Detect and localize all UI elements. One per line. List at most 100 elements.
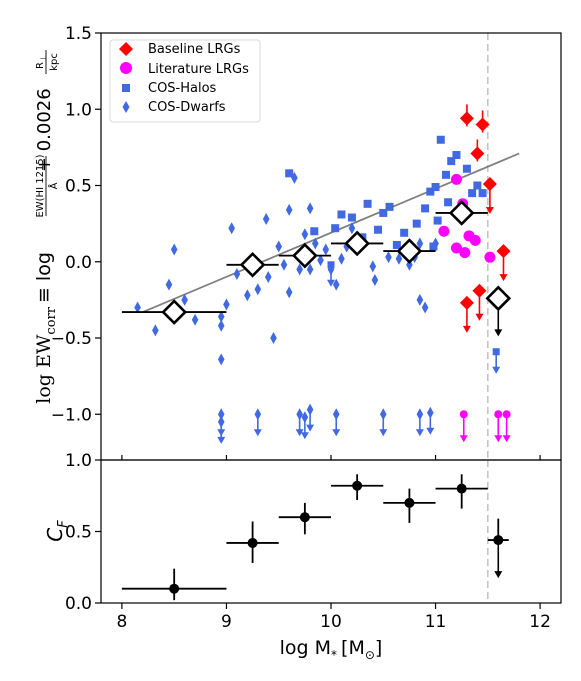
cos-halos-point <box>442 170 450 179</box>
cos-dwarfs-limit-arrow <box>253 414 262 437</box>
cos-dwarfs-point <box>191 313 199 326</box>
ylabel-frac-den: Å <box>47 182 60 189</box>
baseline-lrg-limit-marker <box>472 283 487 298</box>
cos-halos-point <box>478 189 487 198</box>
ylabel-ratio-num: R⊥ <box>35 55 48 69</box>
cos-halos-point <box>347 213 356 222</box>
cos-dwarfs-limit-arrow <box>379 414 388 437</box>
literature-lrg-point <box>450 173 462 185</box>
legend-label-baseline: Baseline LRGs <box>148 42 241 57</box>
baseline-lrg-limit-arrow-head <box>462 325 471 333</box>
cos-halos-point <box>429 242 438 251</box>
cf-point <box>299 512 310 523</box>
cos-dwarfs-point <box>369 260 377 273</box>
legend-marker-cos-dwarfs <box>122 101 130 113</box>
cos-dwarfs-limit-arrow <box>217 421 226 444</box>
cos-halos-point <box>400 228 409 237</box>
cos-halos-point <box>392 240 401 249</box>
cos-halos-limit-arrow <box>327 264 335 287</box>
legend-marker-literature <box>120 62 132 74</box>
cos-halos-point <box>337 210 346 219</box>
bottom-xtick-label: 9 <box>221 612 232 632</box>
cos-dwarfs-point <box>280 258 288 271</box>
baseline-lrg-point <box>459 111 474 126</box>
cf-point <box>352 480 363 491</box>
cos-dwarfs-point <box>312 237 319 250</box>
cf-limit-arrow-head <box>494 571 503 579</box>
top-ytick-label: 1.5 <box>65 24 92 44</box>
ylabel-ratio-den: kpc <box>49 53 60 71</box>
cos-halos-point <box>331 224 340 233</box>
cos-halos-point <box>431 183 440 192</box>
top-ytick-label: 1.0 <box>65 100 92 120</box>
baseline-lrg-limit-arrow-head <box>475 313 484 321</box>
cos-dwarfs-point <box>416 293 424 306</box>
cos-dwarfs-point <box>421 301 429 314</box>
bin-marker <box>396 238 423 264</box>
cos-dwarfs-point <box>285 286 293 299</box>
literature-lrg-limit-arrow <box>494 414 503 443</box>
cos-halos-point <box>444 198 453 207</box>
cf-point <box>169 583 180 594</box>
cos-halos-point <box>363 199 372 208</box>
bin-marker <box>239 251 266 278</box>
cos-dwarfs-point <box>264 271 272 283</box>
cos-dwarfs-point <box>275 240 283 253</box>
literature-lrg-limit-arrow-head <box>494 435 503 443</box>
cos-dwarfs-point <box>322 243 330 256</box>
baseline-lrg-limit-marker <box>496 244 511 259</box>
cos-dwarfs-point <box>262 213 270 226</box>
cf-limit-point <box>493 535 504 546</box>
literature-lrg-point <box>438 225 450 237</box>
cos-dwarfs-point <box>306 263 314 276</box>
bottom-xtick-label: 8 <box>116 612 127 632</box>
bin-marker <box>161 299 188 325</box>
bottom-ticks: 0.0 0.5 1.0 8 9 10 11 12 <box>65 451 551 632</box>
cos-dwarfs-point <box>217 319 225 332</box>
cos-dwarfs-point <box>134 301 141 314</box>
legend-label-cos-dwarfs: COS-Dwarfs <box>148 100 226 115</box>
cos-dwarfs-limit-arrow <box>332 414 341 437</box>
cos-dwarfs-point <box>371 274 379 287</box>
legend-box <box>109 39 261 123</box>
bin-limit-arrow-head <box>494 329 503 337</box>
cos-halos-point <box>452 151 461 159</box>
cf-limit-arrow <box>494 540 503 579</box>
legend-label-cos-halos: COS-Halos <box>148 81 217 96</box>
cos-dwarfs-limit-arrow-head <box>415 429 424 437</box>
cos-halos-point <box>468 189 477 198</box>
cos-dwarfs-limit-arrow-head <box>379 429 388 437</box>
literature-lrg-limit-arrow <box>502 414 511 443</box>
cos-halos-limit-arrow-head <box>327 279 335 287</box>
cos-halos-point <box>447 157 456 166</box>
cos-dwarfs-limit-arrow <box>306 409 315 432</box>
cos-dwarfs-point <box>296 263 303 276</box>
cos-dwarfs-point <box>416 237 424 250</box>
bottom-panel: 0.0 0.5 1.0 8 9 10 11 12 CF log M* [M⊙] <box>43 451 562 662</box>
bottom-ytick-label: 1.0 <box>65 451 92 471</box>
baseline-lrg-limit-arrow-head <box>485 206 494 214</box>
cos-halos-limit-arrow <box>492 351 501 374</box>
top-ytick-label: −0.5 <box>51 329 92 349</box>
cos-halos-point <box>310 227 319 236</box>
cos-halos-point <box>426 187 435 196</box>
cos-dwarfs-point <box>223 298 230 311</box>
cf-point <box>404 497 415 508</box>
bin-marker <box>344 230 370 257</box>
top-ytick-label: −1.0 <box>51 405 92 425</box>
bottom-xtick-label: 11 <box>425 612 447 632</box>
cos-dwarfs-point <box>306 202 314 215</box>
cos-halos-point <box>285 169 294 178</box>
cos-halos-point <box>412 219 421 228</box>
cos-dwarfs-point <box>165 278 173 291</box>
cos-dwarfs-point <box>152 324 159 337</box>
legend: Baseline LRGs Literature LRGs COS-Halos … <box>109 39 261 123</box>
top-ticks: −1.0 −0.5 0.0 0.5 1.0 1.5 <box>51 24 541 460</box>
literature-lrg-point <box>469 234 481 246</box>
cos-dwarfs-limit-arrow-head <box>426 427 435 435</box>
cos-dwarfs-point <box>233 267 241 280</box>
cos-dwarfs-point <box>217 310 225 323</box>
cos-dwarfs-point <box>348 222 356 235</box>
cos-dwarfs-point <box>395 252 403 265</box>
cf-point <box>247 537 258 548</box>
